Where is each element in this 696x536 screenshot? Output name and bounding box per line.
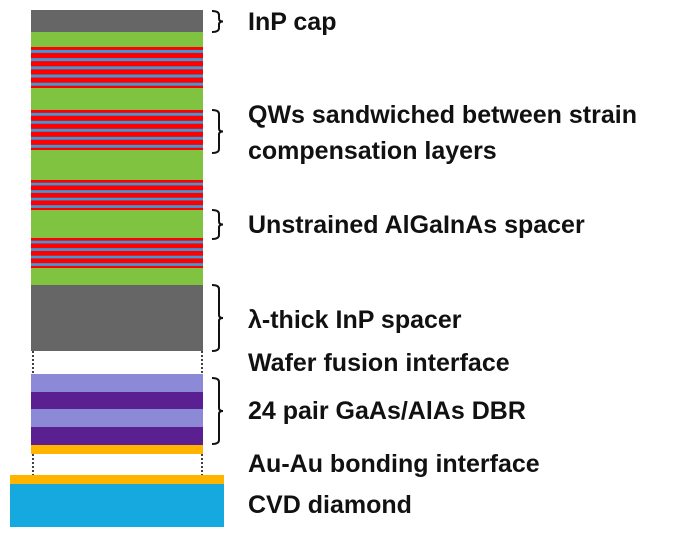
quantum-well: [31, 82, 203, 86]
label-inp-cap: InP cap: [248, 8, 337, 36]
dbr-layer: [31, 409, 203, 427]
brace-inp-cap: [211, 10, 224, 33]
dbr-layer: [31, 374, 203, 392]
dbr-layer: [31, 392, 203, 410]
label-au-bonding: Au-Au bonding interface: [248, 450, 540, 478]
dbr-layer: [31, 427, 203, 445]
brace-inp-spacer: [211, 284, 224, 352]
quantum-well: [31, 144, 203, 148]
algainas-spacer-layer: [31, 32, 203, 47]
label-unstrained-spacer: Unstrained AlGaInAs spacer: [248, 211, 585, 239]
quantum-well: [31, 197, 203, 201]
quantum-well: [31, 190, 203, 193]
brace-qws: [211, 109, 224, 154]
algainas-spacer-layer: [31, 150, 203, 180]
algainas-spacer-layer: [31, 268, 203, 285]
inp-cap-layer: [31, 10, 203, 32]
quantum-well: [31, 255, 203, 259]
diamond-substrate: [10, 484, 224, 527]
label-wafer-fusion: Wafer fusion interface: [248, 349, 510, 377]
quantum-well: [31, 263, 203, 266]
label-dbr: 24 pair GaAs/AlAs DBR: [248, 397, 526, 425]
quantum-well: [31, 66, 203, 70]
quantum-well: [31, 205, 203, 208]
inp-spacer-layer: [31, 285, 203, 351]
quantum-well: [31, 120, 203, 124]
label-qws-line2: compensation layers: [248, 137, 497, 165]
label-inp-spacer: λ-thick InP spacer: [248, 306, 462, 334]
algainas-spacer-layer: [31, 210, 203, 238]
quantum-well: [31, 248, 203, 251]
quantum-well: [31, 49, 203, 53]
quantum-well: [31, 240, 203, 244]
label-qws-line1: QWs sandwiched between strain: [248, 101, 637, 129]
quantum-well: [31, 112, 203, 116]
brace-spacer: [211, 209, 224, 240]
algainas-spacer-layer: [31, 88, 203, 110]
quantum-well: [31, 58, 203, 62]
au-layer-top: [31, 445, 203, 454]
quantum-well: [31, 182, 203, 186]
quantum-well: [31, 74, 203, 78]
quantum-well: [31, 136, 203, 140]
quantum-well: [31, 128, 203, 132]
au-layer-bottom: [10, 475, 224, 484]
label-cvd-diamond: CVD diamond: [248, 491, 412, 519]
brace-dbr: [211, 377, 224, 445]
